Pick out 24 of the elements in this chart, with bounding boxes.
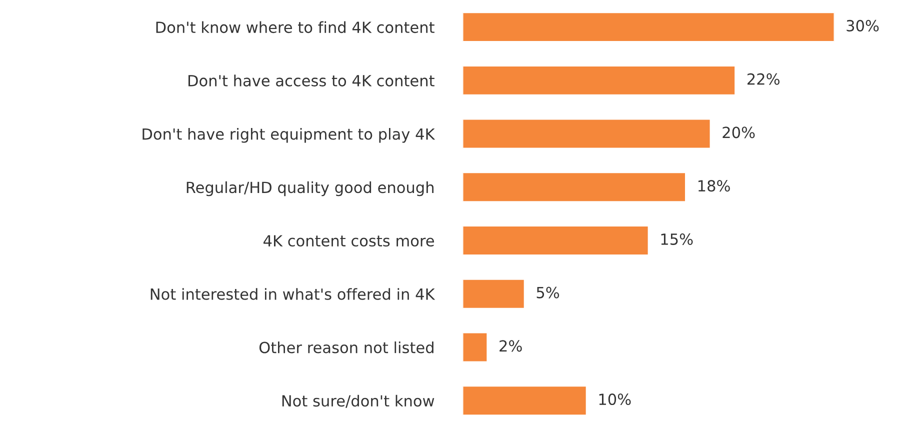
y-tick-label: Not interested in what's offered in 4K <box>150 288 436 300</box>
data-label: 2% <box>500 340 522 352</box>
bar <box>462 65 736 96</box>
bar <box>462 385 588 416</box>
y-tick-label: Don't have access to 4K content <box>188 74 434 86</box>
y-tick-label: Don't know where to find 4K content <box>156 21 434 34</box>
y-tick-label: 4K content costs more <box>264 235 434 247</box>
data-label: 10% <box>599 394 631 406</box>
y-tick-label: Other reason not listed <box>259 341 434 354</box>
data-label: 15% <box>661 233 693 245</box>
bar <box>462 172 686 203</box>
y-tick-label: Not sure/don't know <box>282 394 434 408</box>
bar <box>462 278 526 310</box>
bar <box>462 225 650 256</box>
bar <box>462 332 488 363</box>
bar <box>462 118 712 150</box>
data-label: 5% <box>536 286 560 298</box>
data-label: 22% <box>748 73 780 85</box>
y-tick-label: Regular/HD quality good enough <box>186 181 434 196</box>
data-label: 18% <box>698 180 730 192</box>
data-label: 30% <box>846 20 879 32</box>
bar <box>462 12 834 42</box>
data-label: 20% <box>722 126 755 138</box>
y-tick-label: Don't have right equipment to play 4K <box>142 128 436 143</box>
